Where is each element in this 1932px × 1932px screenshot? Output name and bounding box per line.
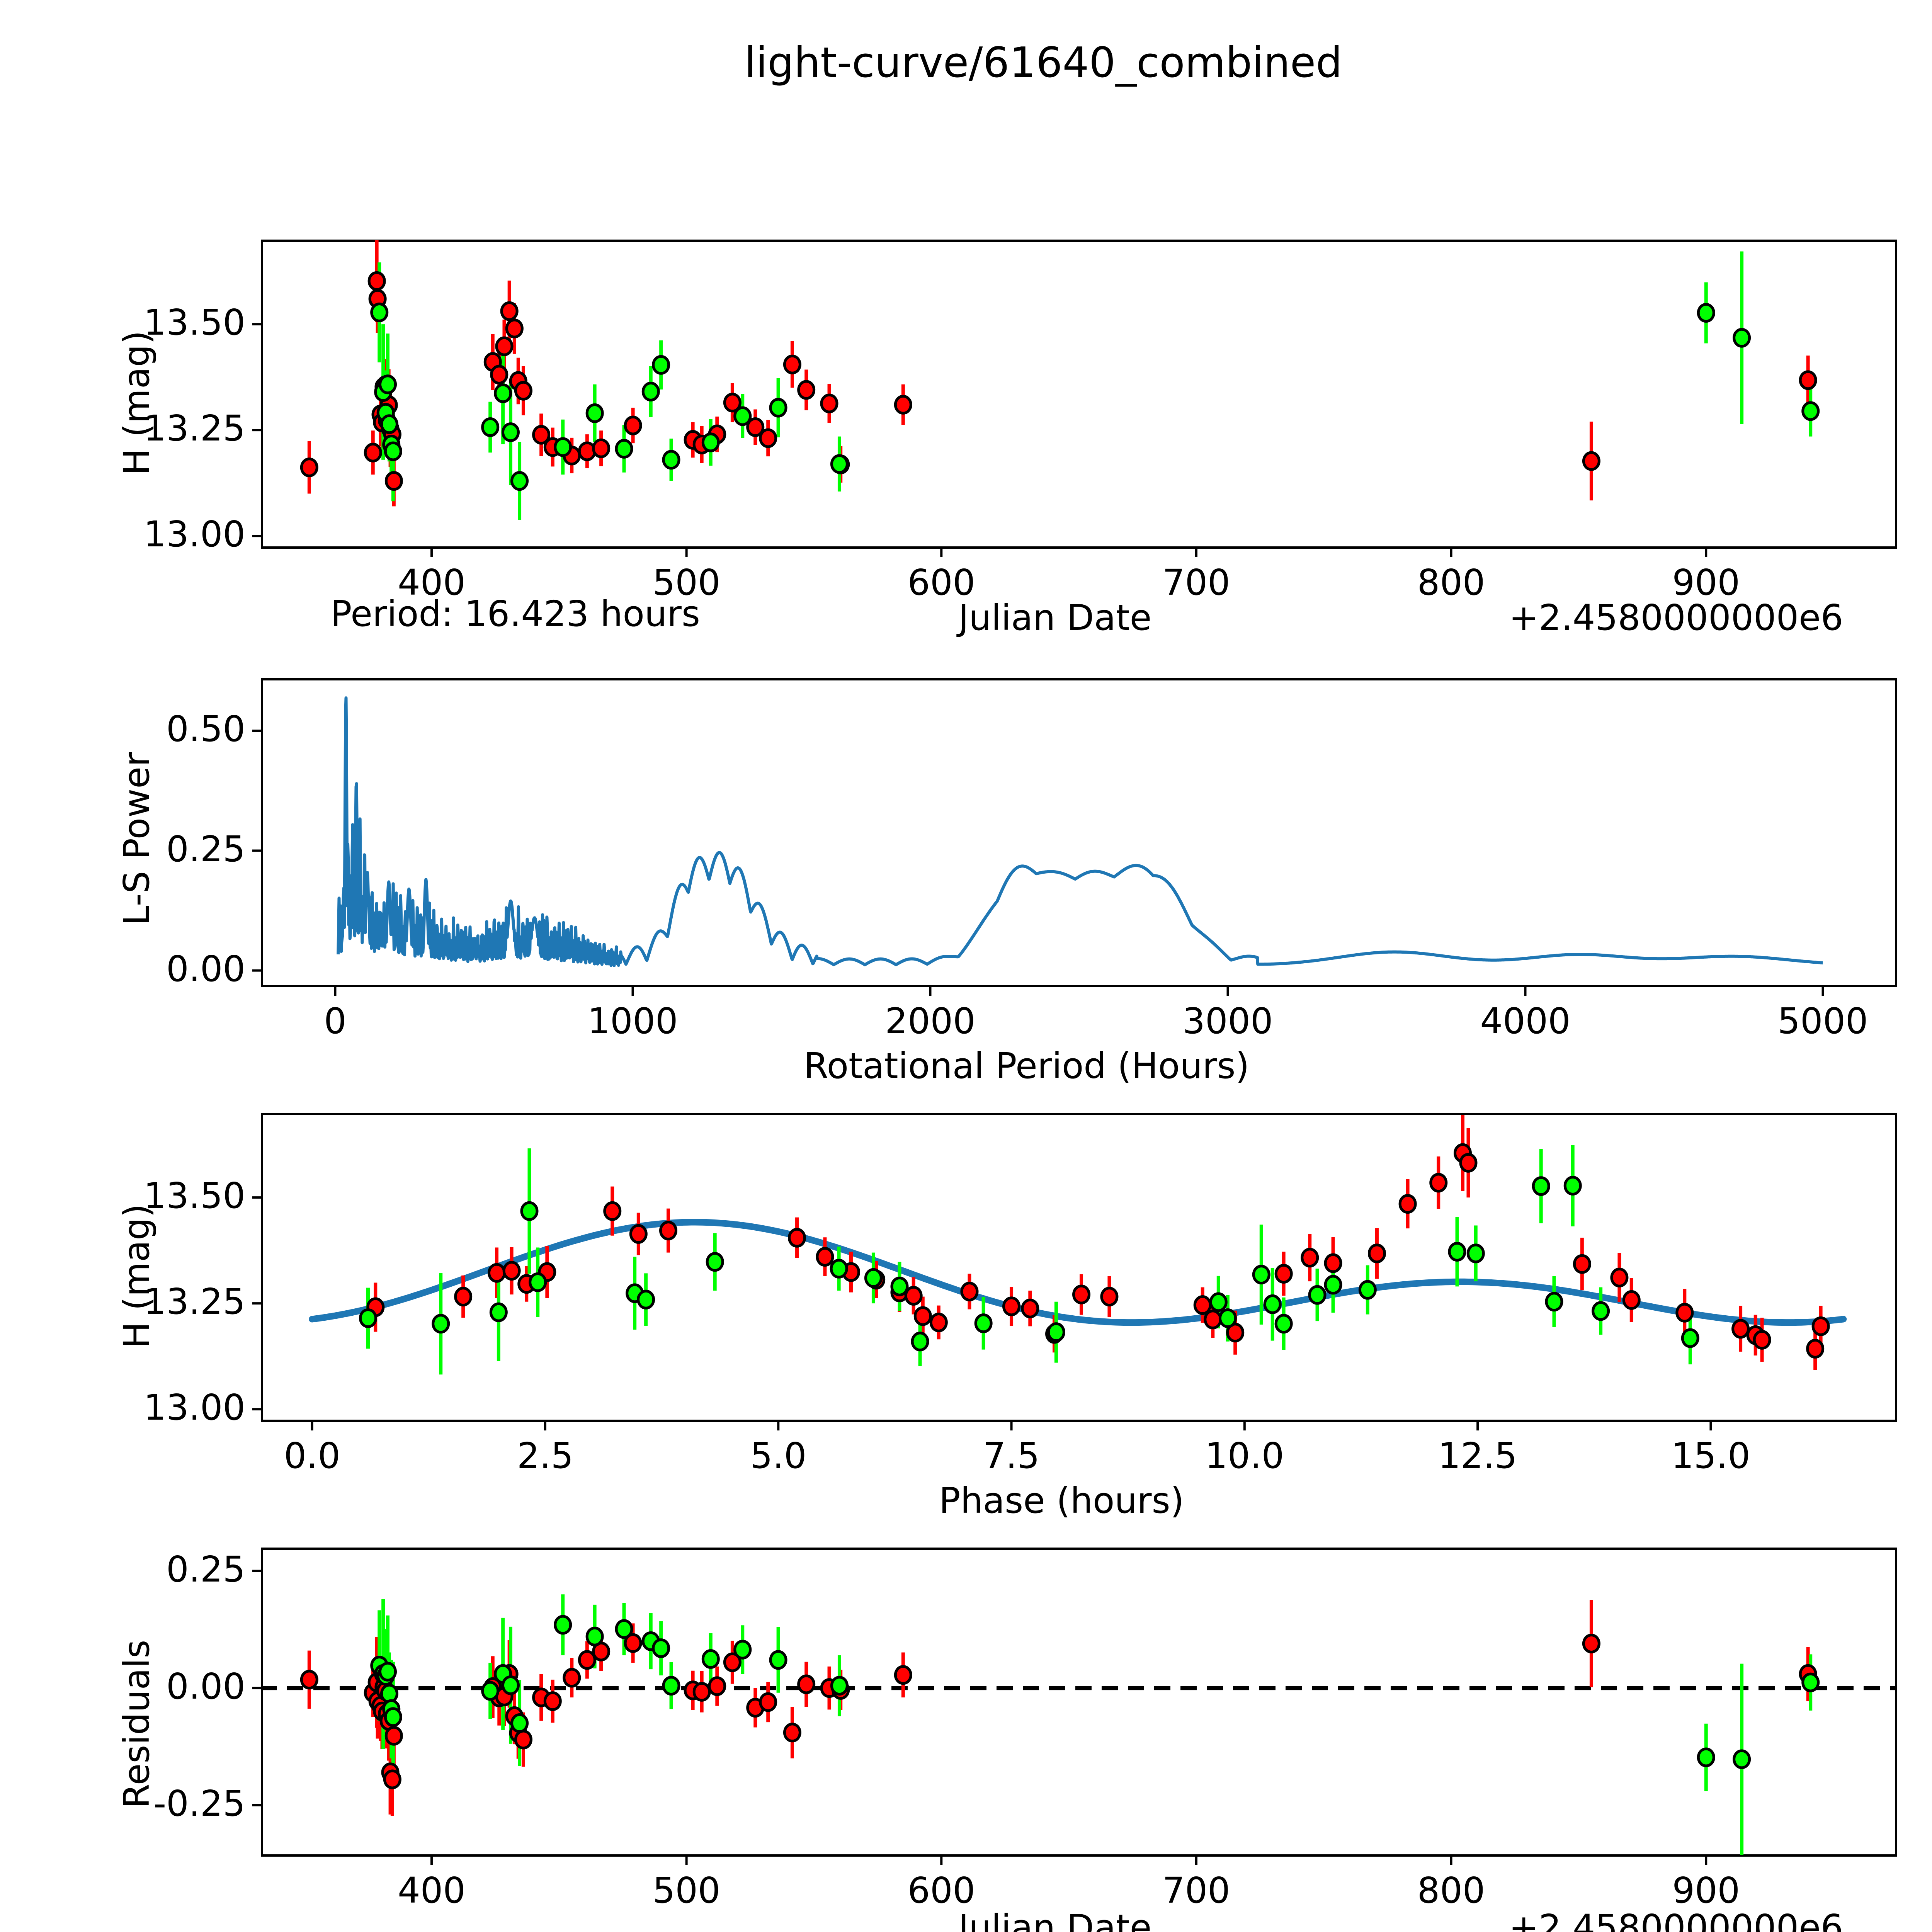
xtick-label: 600: [907, 1870, 976, 1911]
ytick-label: 13.00: [143, 514, 245, 555]
xtick-label: 800: [1417, 562, 1485, 603]
xtick-label: 2000: [885, 1000, 976, 1042]
ytick-label: 13.50: [143, 1175, 245, 1217]
xtick-label: 500: [652, 1870, 721, 1911]
ytick-label: 0.00: [166, 1665, 245, 1707]
xtick-label: 0.0: [284, 1435, 340, 1476]
xtick-label: 600: [907, 562, 976, 603]
periodogram-xlabel: Rotational Period (Hours): [804, 1045, 1250, 1087]
xtick-label: 900: [1672, 1870, 1740, 1911]
xtick-label: 7.5: [983, 1435, 1040, 1476]
panel-periodogram: [261, 678, 1897, 987]
ytick-label: 0.25: [166, 828, 245, 870]
ytick-label: 13.25: [143, 408, 245, 449]
panel-phasefold: [261, 1113, 1897, 1422]
xtick-label: 900: [1672, 562, 1740, 603]
ytick-label: 13.00: [143, 1387, 245, 1429]
xtick-label: 700: [1162, 562, 1230, 603]
xtick-label: 12.5: [1438, 1435, 1517, 1476]
xtick-label: 1000: [587, 1000, 678, 1042]
xtick-label: 400: [398, 562, 466, 603]
xtick-label: 2.5: [517, 1435, 574, 1476]
lightcurve-xlabel: Julian Date: [958, 597, 1152, 638]
xtick-label: 400: [398, 1870, 466, 1911]
xtick-label: 0: [324, 1000, 347, 1042]
ytick-label: 13.50: [143, 302, 245, 344]
xtick-label: 5000: [1777, 1000, 1868, 1042]
xtick-label: 10.0: [1205, 1435, 1284, 1476]
ytick-label: 0.50: [166, 708, 245, 750]
xtick-label: 800: [1417, 1870, 1485, 1911]
ytick-label: 0.00: [166, 948, 245, 990]
xtick-label: 500: [652, 562, 721, 603]
lightcurve-period-annotation: Period: 16.423 hours: [330, 593, 700, 634]
xtick-label: 15.0: [1671, 1435, 1750, 1476]
phasefold-xlabel: Phase (hours): [939, 1480, 1184, 1521]
residuals-x-offset: +2.4580000000e6: [1509, 1907, 1844, 1932]
figure-title: light-curve/61640_combined: [744, 39, 1342, 87]
ytick-label: 13.25: [143, 1281, 245, 1323]
residuals-xlabel: Julian Date: [958, 1907, 1152, 1932]
panel-lightcurve: [261, 240, 1897, 549]
xtick-label: 4000: [1480, 1000, 1571, 1042]
xtick-label: 3000: [1182, 1000, 1273, 1042]
ytick-label: -0.25: [153, 1782, 245, 1824]
xtick-label: 700: [1162, 1870, 1230, 1911]
lightcurve-x-offset: +2.4580000000e6: [1509, 597, 1844, 638]
ytick-label: 0.25: [166, 1548, 245, 1590]
xtick-label: 5.0: [750, 1435, 807, 1476]
